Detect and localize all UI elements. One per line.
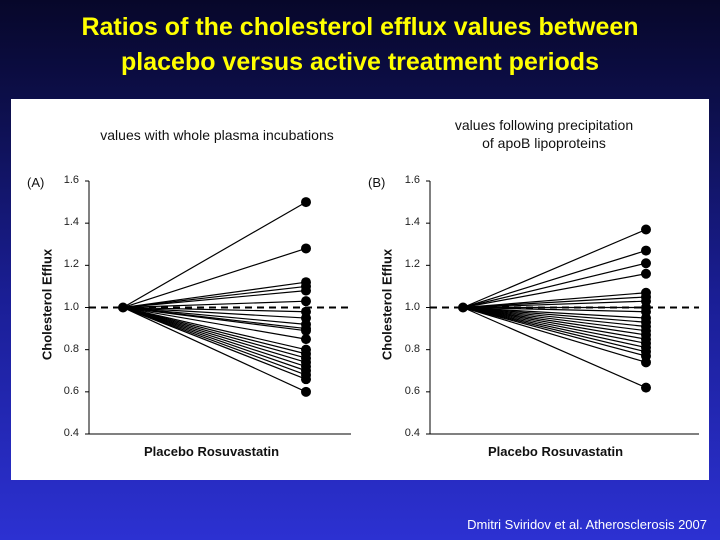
panel-a-patient-line	[122, 306, 307, 313]
panel-b-placebo-point	[458, 302, 468, 313]
panel-a-subtitle-line-1: values with whole plasma incubations	[100, 127, 334, 143]
panel-a-plot	[85, 180, 351, 435]
panel-a-patient-line	[122, 306, 307, 359]
panel-a-patient-line	[122, 306, 307, 340]
panel-b-rosuvastatin-point	[641, 382, 651, 393]
panel-a-patient-line	[122, 290, 307, 309]
panel-b-patient-line	[462, 250, 647, 309]
panel-b-patient-line	[462, 306, 647, 336]
panel-a-patient-line	[122, 300, 307, 309]
panel-b-patient-line	[462, 306, 647, 344]
panel-a-y-tick-label: 0.6	[63, 384, 79, 397]
panel-b-subtitle: values following precipitation of apoB l…	[394, 116, 694, 152]
panel-b-patient-line	[462, 306, 647, 357]
panel-a-rosuvastatin-point	[301, 285, 311, 296]
panel-a-rosuvastatin-point	[301, 296, 311, 307]
panel-a-rosuvastatin-point	[301, 325, 311, 336]
slide-title: Ratios of the cholesterol efflux values …	[0, 10, 720, 80]
panel-a-rosuvastatin-point	[301, 334, 311, 345]
panel-a-y-tick-label: 0.4	[63, 427, 79, 439]
figure-panel: values with whole plasma incubations (A)…	[11, 99, 709, 480]
panel-b-y-tick-label: 1.6	[404, 174, 420, 186]
panel-b-subtitle-line-2: of apoB lipoproteins	[482, 135, 606, 151]
panel-b-rosuvastatin-point	[641, 268, 651, 279]
panel-b-y-tick-label: 1.4	[404, 216, 420, 229]
panel-a-patient-line	[122, 306, 307, 363]
panel-b-patient-line	[462, 228, 647, 309]
panel-a-subtitle: values with whole plasma incubations	[67, 126, 367, 144]
panel-a-y-tick-label: 1.0	[63, 300, 79, 313]
panel-b-y-tick-label: 1.2	[404, 258, 420, 271]
panel-b-patient-line	[462, 306, 647, 313]
panel-b-patient-line	[462, 306, 647, 328]
panel-b-rosuvastatin-point	[641, 357, 651, 368]
panel-a-y-tick-label: 0.8	[63, 342, 79, 355]
panel-b-rosuvastatin-point	[641, 224, 651, 235]
panel-a-label: (A)	[27, 175, 45, 190]
panel-a-placebo-point	[118, 302, 128, 313]
slide-title-line-1: Ratios of the cholesterol efflux values …	[81, 13, 639, 41]
panel-b-y-tick-label: 1.0	[404, 300, 420, 313]
panel-a-patient-line	[122, 306, 307, 355]
panel-a-patient-line	[122, 306, 307, 351]
panel-b-patient-line	[462, 306, 647, 340]
panel-a-rosuvastatin-point	[301, 243, 311, 254]
panel-b-patient-line	[462, 262, 647, 309]
panel-a-patient-line	[122, 306, 307, 368]
panel-a-y-tick-label: 1.6	[63, 174, 79, 186]
panel-a-patient-line	[122, 201, 307, 309]
panel-a-patient-line	[122, 306, 307, 319]
panel-b-patient-line	[462, 306, 647, 353]
panel-a-y-tick-label: 1.4	[63, 216, 79, 229]
panel-a-patient-line	[122, 306, 307, 325]
panel-b-patient-line	[462, 306, 647, 323]
panel-b-patient-line	[462, 306, 647, 319]
panel-a-patient-line	[122, 285, 307, 309]
panel-b-patient-line	[462, 292, 647, 309]
panel-a-patient-line	[122, 281, 307, 309]
panel-b-patient-line	[462, 306, 647, 332]
panel-b-subtitle-line-1: values following precipitation	[454, 117, 634, 133]
citation: Dmitri Sviridov et al. Atherosclerosis 2…	[467, 517, 707, 532]
panel-a-patient-line	[122, 306, 307, 332]
panel-b-x-axis-label: Placebo Rosuvastatin	[488, 444, 624, 459]
chart-plots	[85, 180, 699, 435]
panel-a-patient-line	[122, 306, 307, 380]
panel-b-y-tick-label: 0.4	[404, 427, 420, 439]
slide-title-line-2: placebo versus active treatment periods	[121, 48, 599, 76]
panel-a-rosuvastatin-point	[301, 374, 311, 385]
panel-a-y-tick-label: 1.2	[63, 258, 79, 271]
panel-b-patient-line	[462, 306, 647, 389]
panel-b-patient-line	[462, 300, 647, 309]
panel-b-rosuvastatin-point	[641, 245, 651, 256]
panel-b-plot	[426, 180, 699, 435]
panel-b-y-tick-label: 0.6	[404, 384, 420, 397]
panel-a-patient-line	[122, 306, 307, 393]
panel-a-x-axis-label: Placebo Rosuvastatin	[144, 444, 280, 459]
panel-a-patient-line	[122, 247, 307, 309]
panel-b-patient-line	[462, 306, 647, 349]
panel-b-y-tick-label: 0.8	[404, 342, 420, 355]
panel-a-patient-line	[122, 306, 307, 372]
panel-b-label: (B)	[368, 175, 386, 190]
panel-a-rosuvastatin-point	[301, 197, 311, 208]
panel-b-patient-line	[462, 273, 647, 309]
panel-b-patient-line	[462, 296, 647, 309]
panel-a-patient-line	[122, 306, 307, 376]
panel-b-patient-line	[462, 306, 647, 363]
panel-b-rosuvastatin-point	[641, 258, 651, 269]
panel-a-rosuvastatin-point	[301, 386, 311, 397]
